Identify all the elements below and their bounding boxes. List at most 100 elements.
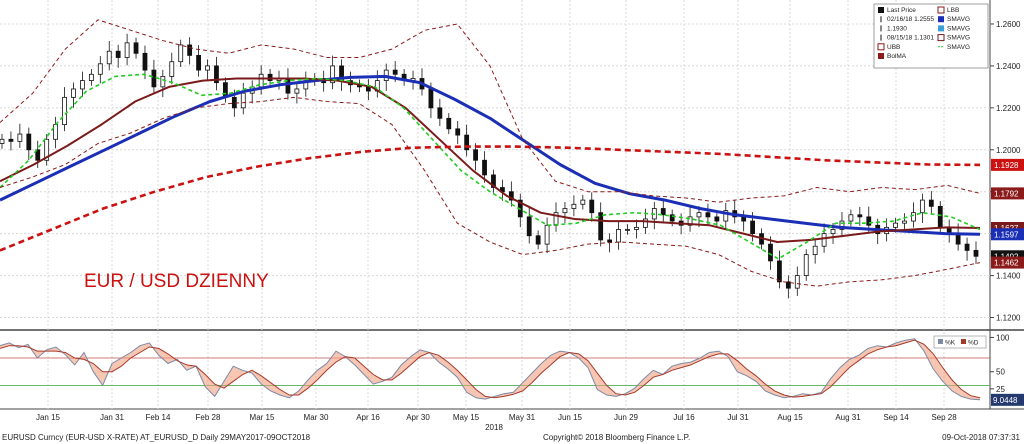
- candle-body: [17, 133, 23, 142]
- x-year-label: 2018: [485, 423, 503, 432]
- candle-body: [705, 212, 711, 218]
- candle-body: [830, 229, 836, 235]
- stoch-value-tag: [991, 393, 1024, 406]
- candle-body: [231, 96, 237, 109]
- x-tick-label: Sep 14: [883, 413, 909, 422]
- candle-body: [62, 96, 67, 126]
- stoch-y-tick-label: 100: [996, 333, 1010, 342]
- stoch-fill: [336, 351, 346, 363]
- candle-body: [535, 235, 541, 245]
- stoch-fill: [942, 367, 952, 391]
- x-tick-label: May 31: [509, 413, 536, 422]
- candle-body: [8, 138, 14, 142]
- series-bolma: [0, 145, 981, 252]
- candle-body: [80, 80, 85, 90]
- x-tick-label: Jan 15: [36, 413, 61, 422]
- candle-body: [392, 69, 398, 75]
- stoch-fill: [317, 363, 327, 380]
- legend-item: SMAVG: [947, 35, 970, 42]
- stoch-fill: [532, 363, 542, 383]
- price-tag-box: [991, 158, 1024, 171]
- stoch-fill: [93, 363, 103, 386]
- stoch-fill: [438, 355, 448, 369]
- candle-body: [964, 243, 970, 251]
- stoch-legend-d: %D: [968, 340, 979, 347]
- candle-body: [205, 65, 210, 71]
- x-tick-label: Mar 30: [304, 413, 329, 422]
- candle-body: [464, 134, 470, 151]
- stoch-fill: [476, 389, 486, 400]
- legend-item: 08/15/18 1.1301: [887, 35, 934, 42]
- candle-body: [642, 218, 648, 228]
- price-tag-label: 1.1792: [994, 189, 1019, 198]
- candle-body: [866, 216, 872, 226]
- stoch-fill: [952, 379, 962, 397]
- stoch-fill: [737, 360, 747, 376]
- candle-body: [589, 199, 595, 214]
- candle-body: [634, 226, 639, 230]
- candle-body: [598, 212, 604, 241]
- candle-body: [473, 149, 478, 161]
- legend-item: SMAVG: [947, 16, 970, 23]
- stoch-fill: [606, 385, 616, 397]
- candle-body: [803, 254, 809, 276]
- candle-body: [133, 42, 139, 54]
- candle-body: [446, 117, 452, 130]
- legend-swatch: [937, 6, 945, 14]
- stoch-legend-swatch: [961, 339, 966, 344]
- stoch-legend-box: [933, 335, 987, 349]
- x-tick-label: Apr 16: [356, 413, 380, 422]
- legend-item: 1.1930: [887, 25, 907, 32]
- legend-swatch: [938, 16, 944, 23]
- stoch-fill: [700, 352, 710, 361]
- candle-body: [893, 222, 898, 228]
- legend-swatch: [877, 43, 885, 51]
- candle-body: [607, 239, 613, 243]
- stoch-fill: [0, 342, 10, 349]
- x-tick-label: Feb 28: [196, 413, 221, 422]
- stoch-fill: [298, 379, 308, 396]
- candle-body: [294, 88, 300, 94]
- candle-body: [115, 50, 121, 58]
- candle-body: [178, 44, 184, 63]
- stoch-fill: [130, 345, 140, 358]
- stoch-fill: [858, 348, 868, 361]
- candle-body: [482, 159, 487, 176]
- stoch-y-tick-label: 25: [996, 385, 1005, 394]
- stoch-series-d: [0, 339, 981, 399]
- stoch-fill: [364, 366, 374, 385]
- legend-swatch: [937, 34, 945, 42]
- x-tick-label: May 15: [453, 413, 480, 422]
- stoch-fill: [168, 353, 178, 364]
- candle-body: [508, 191, 514, 201]
- candle-body: [240, 92, 246, 109]
- candle-body: [848, 214, 854, 222]
- stoch-fill: [746, 368, 756, 382]
- candle-body: [0, 138, 5, 144]
- stoch-fill: [924, 344, 934, 369]
- candle-body: [544, 224, 550, 245]
- candle-body: [151, 69, 157, 88]
- candle-body: [660, 208, 666, 216]
- stoch-fill: [765, 384, 775, 396]
- price-tag-box: [991, 187, 1024, 200]
- candle-body: [768, 243, 773, 262]
- x-tick-label: Jun 15: [558, 413, 583, 422]
- stoch-fill: [401, 356, 411, 374]
- candle-body: [696, 212, 702, 218]
- y-tick-label: 1.2000: [996, 146, 1021, 155]
- candle-body: [106, 50, 112, 65]
- price-tag-label: 1.1597: [994, 230, 1019, 239]
- candle-body: [44, 138, 50, 161]
- stoch-fill: [410, 349, 420, 365]
- legend-item: LBB: [947, 7, 959, 14]
- x-tick-label: Jan 31: [100, 413, 125, 422]
- x-tick-label: Aug 15: [777, 413, 803, 422]
- candle-body: [35, 149, 41, 161]
- stoch-fill: [457, 370, 467, 393]
- stoch-fill: [326, 351, 336, 371]
- legend-item: SMAVG: [947, 25, 970, 32]
- candle-body: [937, 205, 943, 228]
- series-smavg-maroon-: [0, 77, 981, 243]
